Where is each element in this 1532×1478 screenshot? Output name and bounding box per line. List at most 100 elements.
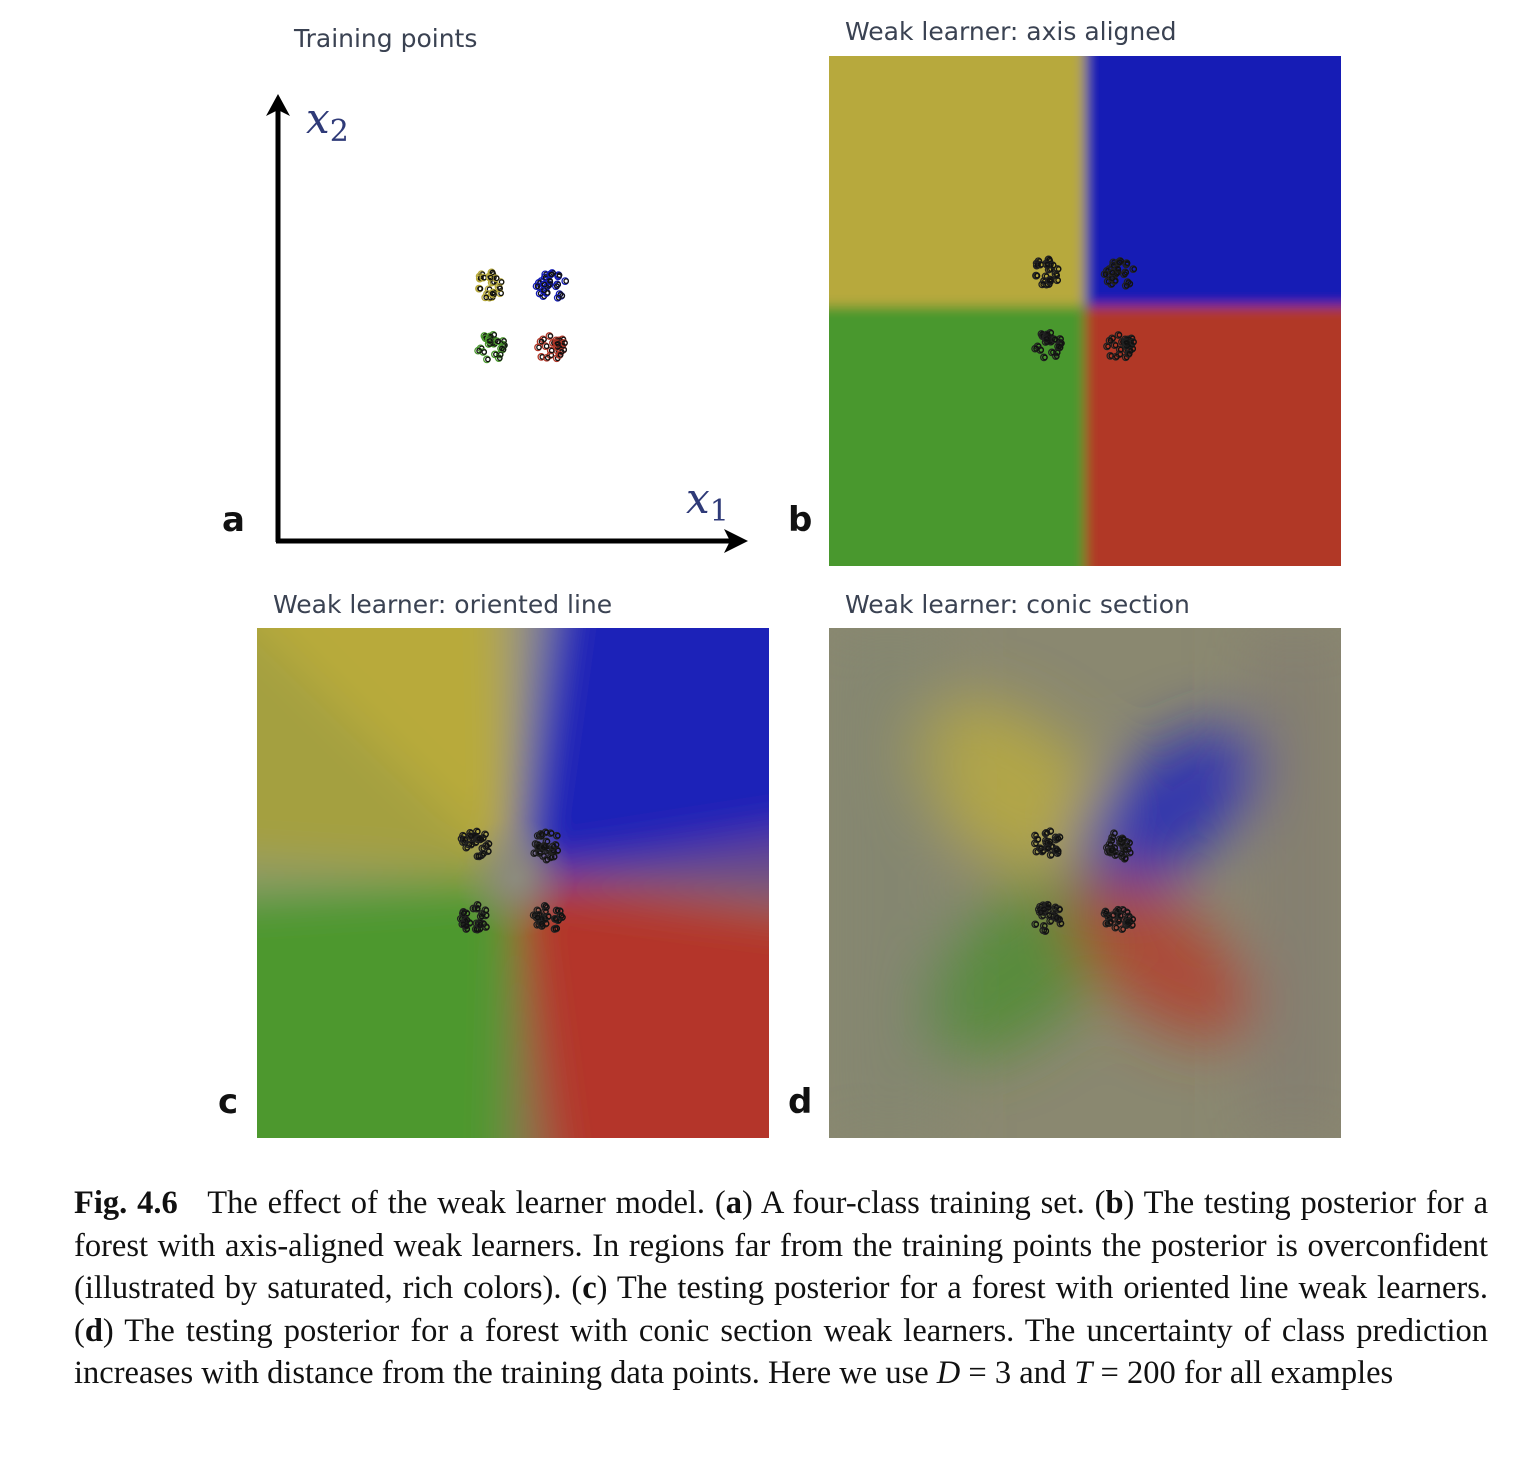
- point-blue: [556, 272, 563, 278]
- point-class-2: [1131, 266, 1138, 272]
- point-class-3: [1058, 336, 1064, 342]
- region-green: [829, 306, 1085, 566]
- point-blue: [547, 277, 553, 284]
- point-class-2: [553, 841, 560, 848]
- region-blue: [1085, 56, 1341, 306]
- training-points: [474, 268, 570, 364]
- point-blue: [555, 294, 562, 301]
- point-class-4: [1103, 908, 1110, 915]
- point-class-4: [554, 907, 561, 914]
- point-red: [555, 340, 561, 347]
- point-class-1: [1044, 829, 1051, 836]
- point-red: [539, 354, 546, 360]
- point-class-4: [1105, 343, 1111, 350]
- point-red: [562, 340, 568, 346]
- point-class-1: [1044, 261, 1051, 268]
- y-axis-label: x2: [306, 94, 349, 149]
- point-green: [476, 347, 482, 354]
- point-class-4: [1113, 353, 1120, 360]
- point-red: [557, 351, 564, 358]
- point-class-1: [1055, 266, 1062, 272]
- point-green: [481, 349, 488, 355]
- point-class-1: [474, 828, 481, 835]
- point-class-2: [544, 838, 551, 845]
- point-class-3: [483, 907, 490, 914]
- point-class-1: [467, 833, 474, 839]
- point-red: [538, 338, 545, 345]
- point-blue: [563, 278, 570, 284]
- point-class-3: [1033, 921, 1040, 928]
- point-class-2: [1113, 852, 1120, 858]
- point-class-2: [532, 850, 539, 857]
- point-class-1: [481, 850, 487, 857]
- point-class-4: [1130, 916, 1136, 923]
- point-class-1: [1040, 281, 1047, 288]
- point-green: [493, 351, 499, 358]
- point-class-1: [1050, 262, 1057, 269]
- point-class-2: [1117, 836, 1124, 843]
- panel-a-title: Training points: [294, 24, 478, 53]
- point-class-3: [1056, 343, 1062, 350]
- panel-b-letter: b: [788, 500, 813, 540]
- point-class-4: [1107, 337, 1114, 344]
- point-class-4: [539, 921, 545, 927]
- point-yellow: [489, 269, 496, 276]
- point-class-3: [1033, 345, 1039, 352]
- sector-blue: [515, 628, 769, 878]
- point-class-3: [460, 921, 467, 928]
- point-class-4: [1125, 919, 1131, 925]
- point-class-1: [462, 836, 469, 843]
- point-class-2: [1115, 265, 1121, 272]
- point-class-2: [1112, 830, 1118, 837]
- point-class-3: [1045, 901, 1052, 908]
- point-green: [499, 345, 505, 352]
- point-class-1: [485, 848, 492, 855]
- point-class-2: [1122, 271, 1128, 278]
- point-class-4: [1117, 912, 1124, 919]
- panel-c-title: Weak learner: oriented line: [273, 590, 613, 619]
- point-class-1: [1055, 835, 1062, 842]
- point-class-4: [545, 913, 552, 920]
- point-class-1: [1034, 272, 1041, 279]
- point-class-4: [1113, 924, 1120, 931]
- panel-c-letter: c: [218, 1082, 239, 1122]
- sector-red: [515, 878, 769, 1138]
- point-yellow: [497, 285, 503, 292]
- point-class-1: [1035, 836, 1042, 843]
- point-class-3: [1056, 906, 1063, 913]
- point-class-1: [1045, 845, 1052, 852]
- panel-d-title: Weak learner: conic section: [845, 590, 1190, 619]
- point-class-2: [1122, 855, 1129, 862]
- point-class-2: [1123, 282, 1130, 289]
- point-class-2: [538, 831, 545, 837]
- point-class-1: [1046, 277, 1053, 284]
- point-class-4: [1120, 926, 1126, 933]
- panel-d-letter: d: [788, 1082, 813, 1122]
- posterior-conic-section: [829, 628, 1341, 1138]
- point-class-2: [1125, 846, 1132, 853]
- point-class-3: [1050, 349, 1056, 356]
- posterior-oriented-line: [257, 628, 769, 1138]
- training-points-overlay: [456, 827, 566, 934]
- point-red: [543, 343, 550, 350]
- x-axis-arrowhead: [724, 529, 748, 553]
- point-yellow: [477, 285, 484, 292]
- point-red: [544, 354, 551, 361]
- point-class-2: [541, 844, 548, 851]
- point-class-3: [1058, 920, 1065, 927]
- point-class-3: [1044, 336, 1050, 342]
- training-points-overlay: [1031, 827, 1136, 935]
- point-class-2: [544, 856, 551, 863]
- point-red: [547, 333, 554, 339]
- point-class-2: [536, 843, 542, 850]
- panel-b-title: Weak learner: axis aligned: [845, 17, 1177, 46]
- point-yellow: [493, 275, 500, 282]
- blob-yellow: [902, 698, 1116, 878]
- point-class-4: [1117, 346, 1124, 353]
- point-class-1: [1054, 272, 1060, 279]
- point-class-4: [1124, 339, 1130, 346]
- figure-label: Fig. 4.6: [74, 1185, 178, 1221]
- point-yellow: [498, 279, 505, 285]
- point-class-1: [1033, 840, 1039, 847]
- point-class-4: [1108, 353, 1115, 359]
